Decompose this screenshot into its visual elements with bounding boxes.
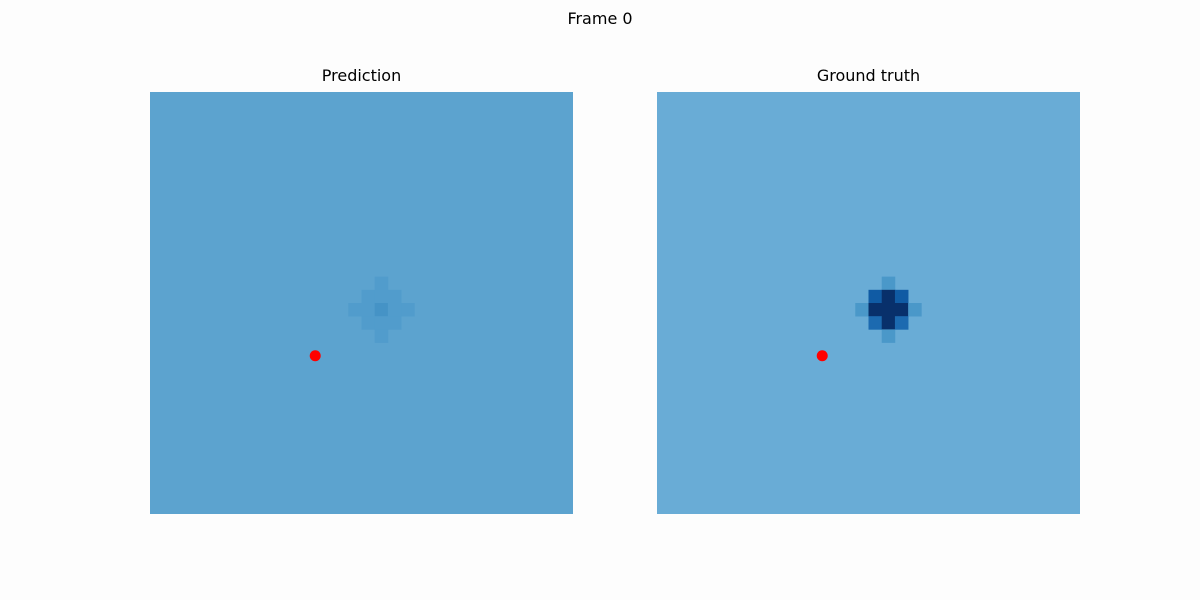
heatmap-cell [868, 303, 883, 317]
heatmap-cell [374, 303, 389, 317]
heatmap-cell [868, 316, 883, 330]
heatmap-cell [881, 316, 896, 330]
heatmap-cell [881, 303, 896, 317]
heatmap-cell [387, 289, 402, 304]
heatmap-cell [374, 316, 389, 330]
heatmap-cell [387, 316, 402, 330]
heatmap-cell [387, 303, 402, 317]
panel-title-prediction: Prediction [321, 66, 402, 85]
heatmap-cell [855, 303, 869, 317]
heatmap-cell [868, 289, 883, 304]
heatmap-cell [881, 276, 896, 291]
heatmap-cell [361, 289, 376, 304]
heatmap-prediction [150, 92, 573, 514]
marker-point [309, 350, 321, 362]
heatmap-cell [361, 303, 376, 317]
heatmap-cell [401, 303, 415, 317]
heatmap-cell [894, 303, 909, 317]
heatmap-cell [374, 276, 389, 291]
panel-title-ground-truth: Ground truth [816, 66, 921, 85]
heatmap-cell [374, 289, 389, 304]
heatmap-cell [881, 329, 896, 343]
heatmap-ground-truth [657, 92, 1080, 514]
marker-point [816, 350, 828, 362]
heatmap-cell [894, 316, 909, 330]
heatmap-cell [374, 329, 389, 343]
heatmap-cell [361, 316, 376, 330]
figure-suptitle: Frame 0 [567, 9, 633, 28]
heatmap-cell [908, 303, 922, 317]
heatmap-cell [348, 303, 362, 317]
heatmap-cell [894, 289, 909, 304]
heatmap-cell [881, 289, 896, 304]
